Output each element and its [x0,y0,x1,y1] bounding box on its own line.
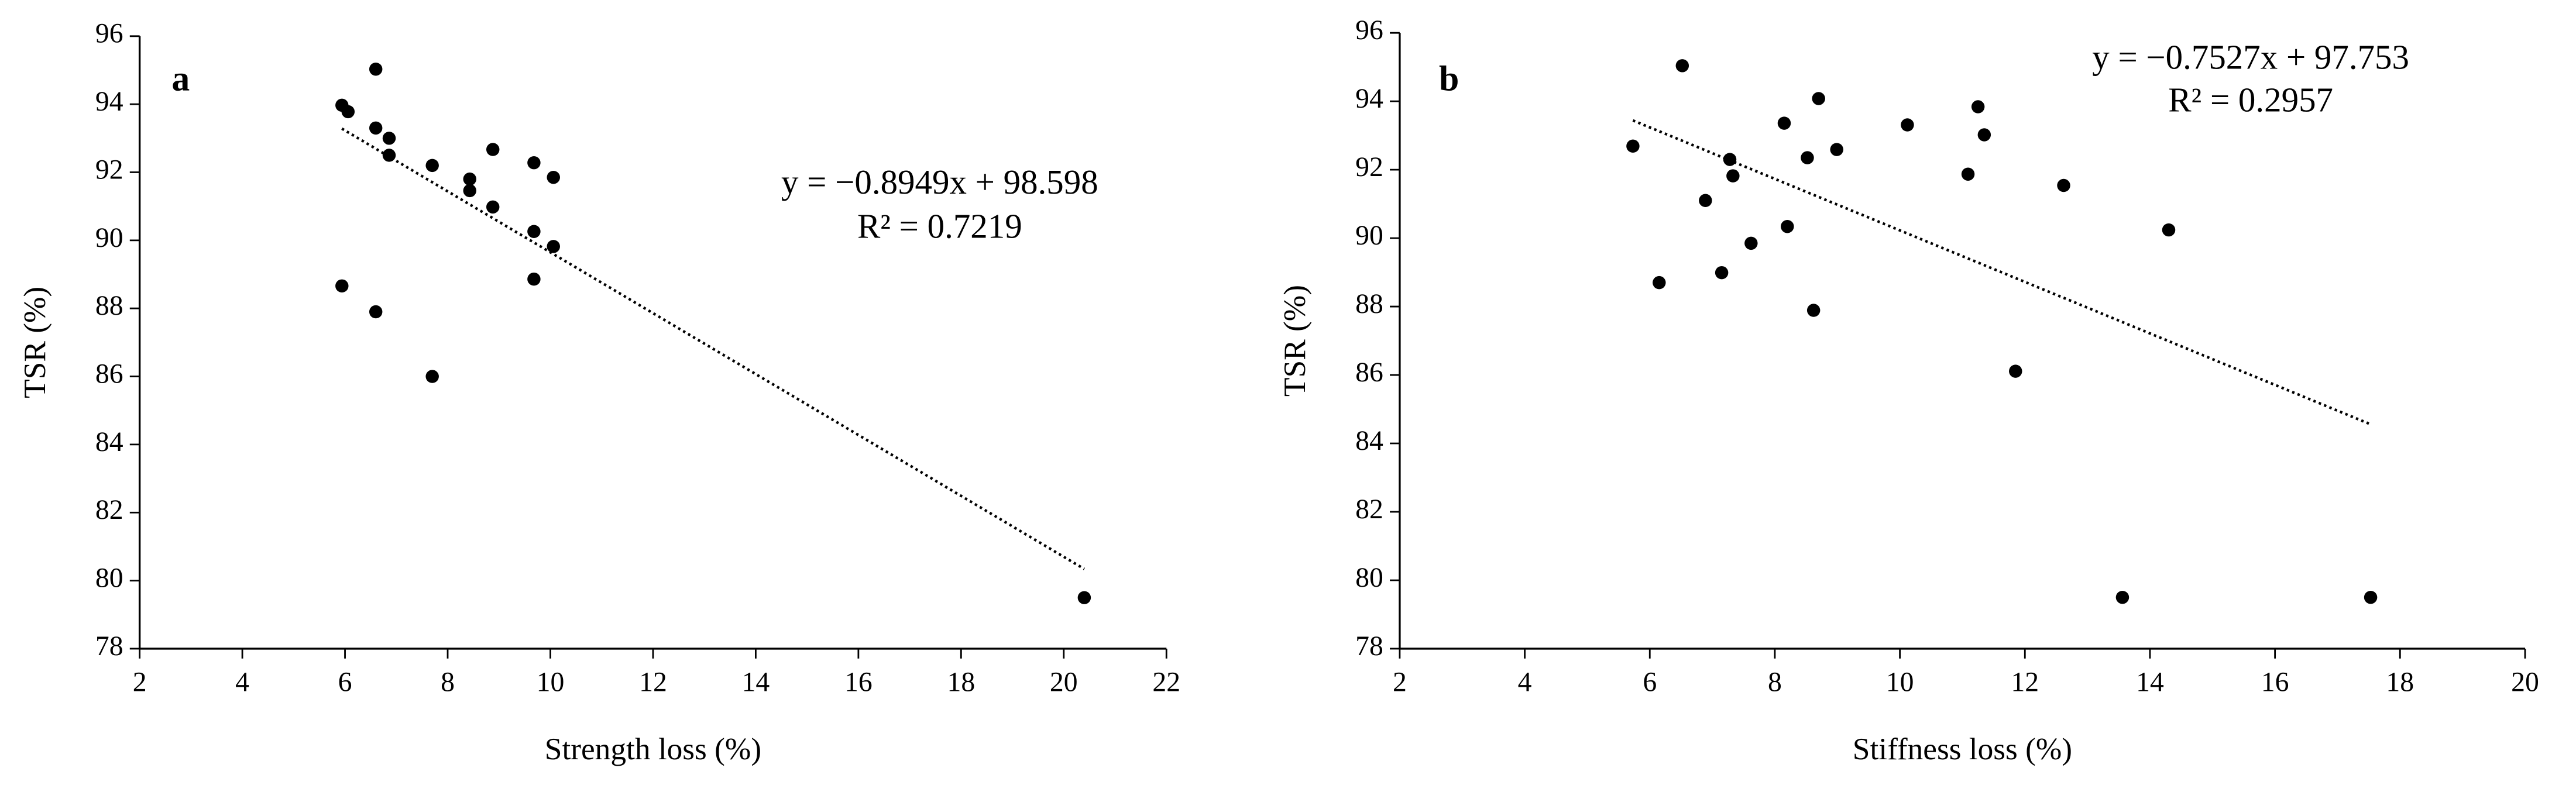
x-tick-label: 12 [639,667,667,698]
x-tick-label: 2 [1393,667,1407,698]
y-tick-label: 80 [1355,562,1383,593]
y-tick-label: 90 [1355,220,1383,251]
scatter-point [527,156,541,170]
scatter-point [369,121,383,135]
scatter-point [382,132,396,145]
y-tick-label: 86 [1355,357,1383,388]
scatter-point [1777,116,1791,130]
x-tick-label: 6 [338,667,352,698]
trendline-equation: y = −0.8949x + 98.598 [781,163,1098,201]
scatter-point [2364,590,2378,604]
scatter-point [1801,151,1814,164]
scatter-point [369,62,383,76]
scatter-point [335,279,349,293]
scatter-point [1726,169,1740,183]
scatter-point [341,105,355,119]
scatter-point [1744,236,1758,250]
r-squared: R² = 0.2957 [2168,80,2333,119]
scatter-point [1723,153,1737,166]
y-tick-label: 92 [95,154,123,185]
x-tick-label: 10 [1886,667,1914,698]
scatter-point [547,240,560,253]
scatter-point [2057,178,2070,192]
y-tick-label: 90 [95,222,123,253]
scatter-point [369,305,383,319]
scatter-point [382,149,396,162]
y-tick-label: 78 [95,631,123,662]
y-axis-label: TSR (%) [1277,285,1312,397]
scatter-point [1653,276,1666,290]
x-tick-label: 20 [1050,667,1078,698]
x-tick-label: 8 [441,667,455,698]
scatter-point [1675,59,1689,73]
x-axis-label: Stiffness loss (%) [1853,731,2072,766]
y-tick-label: 96 [1355,15,1383,46]
y-tick-label: 94 [1355,83,1383,114]
scatter-point [463,172,476,186]
scatter-point [2115,590,2130,604]
scatter-point [547,170,560,184]
y-tick-label: 88 [95,290,123,321]
scatter-point [1699,194,1712,207]
y-tick-label: 78 [1355,631,1383,662]
x-tick-label: 14 [2136,667,2164,698]
scatter-point [1806,304,1821,317]
scatter-point [463,184,476,198]
chart-panel: 2 4 6 8 10 12 14 16 18 20 22 78 80 82 84 86 88 90 92 94 96 St… [17,18,1180,766]
x-tick-label: 12 [2011,667,2039,698]
chart-panel: 2 4 6 8 10 12 14 16 18 20 78 80 82 84 86 88 90 92 94 96 Stif… [1277,15,2539,766]
panel-letter: a [171,59,190,99]
x-axis-label: Strength loss (%) [545,731,761,766]
x-tick-label: 14 [742,667,770,698]
x-tick-label: 6 [1643,667,1657,698]
x-tick-label: 10 [537,667,565,698]
scatter-point [1626,139,1640,153]
x-tick-label: 18 [2386,667,2414,698]
y-tick-label: 82 [1355,494,1383,525]
scatter-point [1830,143,1843,156]
y-tick-label: 88 [1355,288,1383,319]
x-tick-label: 2 [133,667,147,698]
scatter-point [527,225,541,238]
scatter-point [486,143,500,156]
y-tick-label: 94 [95,86,123,117]
scatter-point [1781,219,1794,233]
scatter-point [1901,118,1914,132]
x-tick-label: 4 [235,667,249,698]
scatter-point [486,200,500,214]
scatter-point [425,159,439,173]
panel-letter: b [1439,59,1459,99]
scatter-point [2009,364,2022,378]
y-axis-label: TSR (%) [17,287,52,398]
x-tick-label: 16 [2261,667,2289,698]
scatter-point [527,272,541,286]
x-tick-label: 22 [1152,667,1180,698]
trendline-equation: y = −0.7527x + 97.753 [2092,37,2409,76]
trendline [1632,119,2371,426]
scatter-point [1812,92,1825,105]
trendline [341,127,1086,570]
x-tick-label: 8 [1768,667,1782,698]
y-tick-label: 82 [95,494,123,525]
x-tick-label: 18 [947,667,975,698]
y-tick-label: 96 [95,18,123,49]
y-tick-label: 84 [95,426,123,457]
scatter-point [2162,223,2176,237]
scatter-point [1961,167,1975,181]
y-tick-label: 86 [95,359,123,390]
scatter-point [1977,128,1991,142]
x-tick-label: 20 [2511,667,2539,698]
scatter-point [1971,100,1985,113]
scatter-point [1715,266,1729,280]
r-squared: R² = 0.7219 [857,207,1022,246]
x-tick-label: 16 [844,667,873,698]
x-tick-label: 4 [1518,667,1532,698]
scatter-point [1077,591,1091,604]
scatter-point [425,370,439,383]
y-tick-label: 84 [1355,425,1383,456]
y-tick-label: 92 [1355,152,1383,183]
y-tick-label: 80 [95,563,123,594]
